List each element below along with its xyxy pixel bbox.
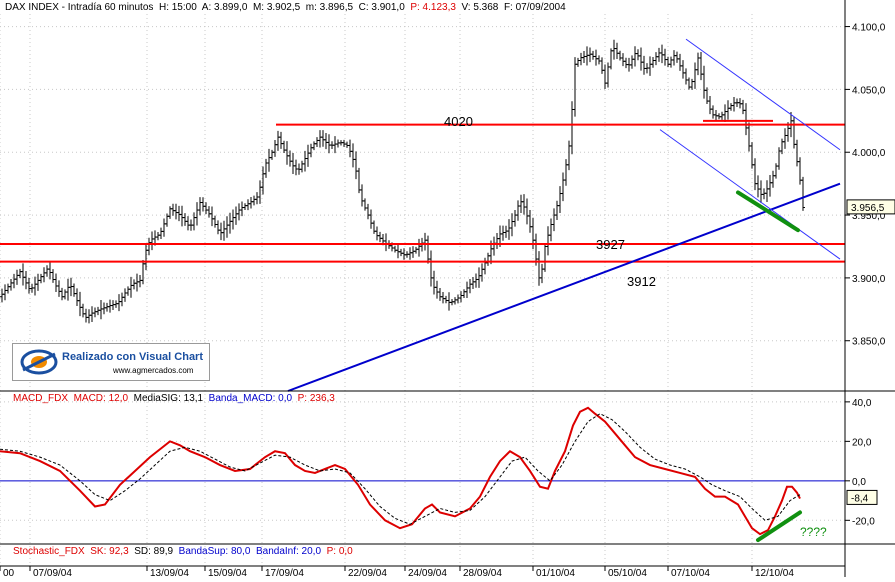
- header-open: A: 3.899,0: [201, 2, 248, 13]
- price-tick-label: 4.050,0: [852, 85, 886, 96]
- price-tick-label: 3.850,0: [852, 337, 886, 348]
- visual-chart-logo: Realizado con Visual Chart www.agmercado…: [12, 343, 210, 381]
- macd-header: MACD_FDX MACD: 12,0 MediaSIG: 13,1 Banda…: [13, 393, 335, 404]
- question-annotation: ????: [800, 525, 827, 539]
- time-tick-label: 22/09/04: [348, 568, 387, 577]
- macd-last-tag-box: [846, 489, 878, 505]
- logo-site-text: www.agmercados.com: [113, 366, 194, 375]
- channel-lower-line: [659, 129, 841, 260]
- stoch-header: Stochastic_FDX SK: 92,3 SD: 89,9 BandaSu…: [13, 546, 353, 557]
- time-tick-label: 24/09/04: [408, 568, 447, 577]
- time-tick-label: 07/09/04: [33, 568, 72, 577]
- stoch-header-p: P: 0,0: [326, 546, 353, 557]
- drawing-lines-layer: [0, 38, 845, 392]
- header-name: DAX INDEX - Intradía 60 minutos: [5, 2, 154, 13]
- time-tick-label: 12/10/04: [755, 568, 794, 577]
- time-tick-label: 01/10/04: [536, 568, 575, 577]
- macd-header-name: MACD_FDX: [13, 393, 69, 404]
- grid-layer: [0, 14, 845, 566]
- logo-brand-text: Realizado con Visual Chart: [62, 351, 204, 363]
- stoch-header-inf: BandaInf: 20,0: [255, 546, 322, 557]
- uptrend-line: [287, 182, 841, 392]
- time-tick-label: 05/10/04: [608, 568, 647, 577]
- header-close: C: 3.901,0: [358, 2, 405, 13]
- time-tick-label: 00: [3, 568, 15, 577]
- ohlc-bar: [801, 176, 805, 211]
- macd-tick-label: 40,0: [852, 398, 872, 409]
- header-volume: V: 5.368: [461, 2, 499, 13]
- value-tags-layer: 3.956,5 -8,4: [846, 199, 895, 505]
- macd-series-line: [0, 406, 801, 536]
- level-4020-label: 4020: [444, 114, 473, 129]
- macd-layer: [0, 406, 845, 543]
- visual-chart-logo-icon: [20, 349, 58, 375]
- time-tick-label: 13/09/04: [150, 568, 189, 577]
- price-divergence-line: [736, 190, 800, 233]
- price-tick-label: 3.950,0: [852, 211, 886, 222]
- annotation-layer: 4020 3927 3912 ????: [444, 114, 827, 539]
- time-tick-label: 17/09/04: [265, 568, 304, 577]
- macd-header-signal: MediaSIG: 13,1: [133, 393, 204, 404]
- time-tick-label: 28/09/04: [463, 568, 502, 577]
- price-bars-layer: [0, 39, 805, 324]
- level-3912-label: 3912: [627, 274, 656, 289]
- ticks-layer: 4.100,0 4.050,0 4.000,0 3.950,0 3.900,0 3.850…: [0, 23, 886, 579]
- price-tick-label: 4.100,0: [852, 23, 886, 34]
- last-price-tag-label: 3.956,5: [851, 203, 885, 214]
- macd-header-banda: Banda_MACD: 0,0: [208, 393, 293, 404]
- stoch-header-sup: BandaSup: 80,0: [178, 546, 251, 557]
- header-date: F: 07/09/2004: [503, 2, 566, 13]
- time-tick-label: 07/10/04: [671, 568, 710, 577]
- time-tick-label: 15/09/04: [208, 568, 247, 577]
- header-low: m: 3.896,5: [305, 2, 354, 13]
- macd-last-tag-label: -8,4: [851, 493, 869, 504]
- macd-divergence-line: [756, 510, 802, 543]
- level-3927-label: 3927: [596, 237, 625, 252]
- price-tick-label: 4.000,0: [852, 148, 886, 159]
- header-hour: H: 15:00: [158, 2, 197, 13]
- stoch-header-sk: SK: 92,3: [90, 546, 129, 557]
- macd-header-p: P: 236,3: [297, 393, 335, 404]
- price-header: DAX INDEX - Intradía 60 minutos H: 15:00…: [5, 2, 566, 13]
- price-tick-label: 3.900,0: [852, 274, 886, 285]
- stoch-header-sd: SD: 89,9: [134, 546, 174, 557]
- header-high: M: 3.902,5: [252, 2, 301, 13]
- macd-tick-label: 20,0: [852, 437, 872, 448]
- macd-tick-label: -20,0: [852, 516, 875, 527]
- signal-series-line: [0, 413, 801, 525]
- macd-tick-label: 0,0: [852, 477, 866, 488]
- stoch-header-name: Stochastic_FDX: [13, 546, 85, 557]
- last-price-tag-box: [846, 199, 895, 215]
- channel-upper-line: [685, 38, 841, 151]
- macd-header-value: MACD: 12,0: [73, 393, 129, 404]
- header-p: P: 4.123,3: [410, 2, 456, 13]
